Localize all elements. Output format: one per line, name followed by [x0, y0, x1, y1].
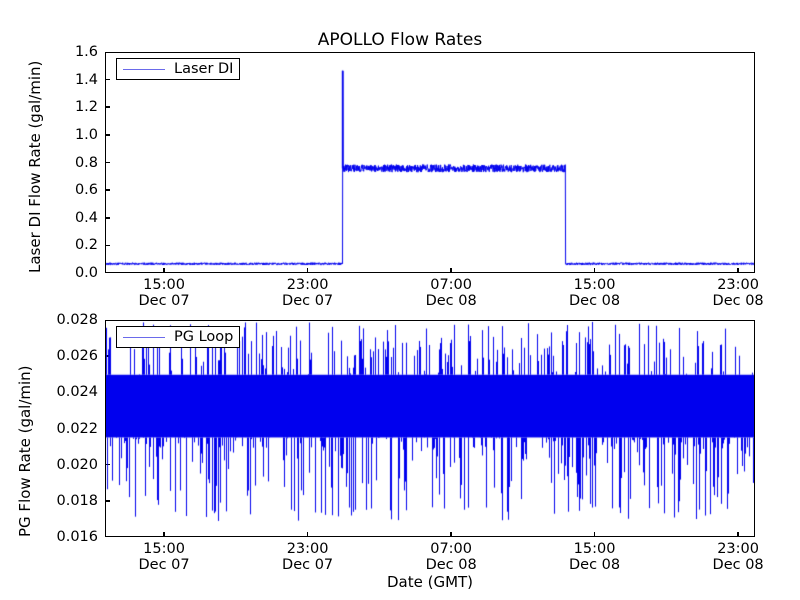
x-tick-date: Dec 08	[425, 293, 477, 310]
x-tick-time: 23:00	[286, 277, 329, 293]
y-tick-label: 0.028	[56, 312, 98, 328]
legend-line-swatch-pg-loop	[123, 336, 165, 338]
x-tick-label: 23:00 Dec 07	[282, 277, 333, 309]
y-tick-label: 1.4	[74, 71, 98, 88]
x-tick-time: 23:00	[286, 541, 329, 557]
bottom-legend: PG Loop	[116, 326, 241, 348]
x-tick-label: 07:00 Dec 08	[426, 277, 477, 309]
top-legend: Laser DI	[116, 58, 241, 80]
x-tick-label: 07:00 Dec 08	[426, 541, 477, 573]
legend-line-swatch-laser-di	[123, 68, 165, 70]
x-tick-label: 15:00 Dec 07	[139, 541, 190, 573]
x-tick-date: Dec 07	[282, 557, 334, 574]
y-tick-label: 0.2	[74, 237, 98, 254]
y-tick-label: 0.020	[56, 456, 98, 473]
y-tick-label: 0.022	[56, 420, 98, 437]
x-tick-label: 23:00 Dec 08	[713, 277, 764, 309]
legend-label-laser-di: Laser DI	[174, 61, 234, 77]
x-tick-time: 23:00	[717, 277, 759, 293]
bottom-plot-area	[106, 321, 754, 536]
x-tick-date: Dec 07	[138, 293, 190, 310]
x-tick-label: 15:00 Dec 08	[569, 541, 620, 573]
x-tick-label: 15:00 Dec 08	[569, 277, 620, 309]
y-tick-label: 0.026	[56, 348, 98, 365]
x-tick-time: 07:00	[430, 277, 473, 293]
pg-loop-series-canvas	[106, 321, 754, 536]
x-tick-time: 07:00	[430, 541, 473, 557]
x-tick-time: 15:00	[573, 277, 616, 293]
top-plot-area	[106, 53, 754, 272]
laser-di-series-canvas	[106, 53, 754, 272]
x-tick-time: 15:00	[143, 541, 185, 557]
x-tick-date: Dec 08	[712, 293, 764, 310]
y-tick-label: 0.4	[74, 209, 98, 226]
y-tick-label: 0.018	[56, 492, 98, 509]
x-tick-label: 23:00 Dec 08	[713, 541, 764, 573]
y-tick-label: 0.0	[74, 265, 98, 281]
x-tick-date: Dec 07	[138, 557, 190, 574]
x-tick-time: 15:00	[143, 277, 185, 293]
legend-label-pg-loop: PG Loop	[174, 329, 234, 345]
x-tick-date: Dec 08	[425, 557, 477, 574]
y-tick-label: 0.6	[74, 182, 98, 199]
y-tick-label: 1.2	[74, 99, 98, 116]
x-tick-label: 15:00 Dec 07	[139, 277, 190, 309]
y-tick-label: 0.016	[56, 529, 98, 545]
chart-title: APOLLO Flow Rates	[317, 30, 483, 50]
x-tick-time: 15:00	[573, 541, 616, 557]
y-tick-label: 0.024	[56, 384, 98, 401]
x-tick-date: Dec 08	[569, 293, 621, 310]
x-tick-time: 23:00	[717, 541, 759, 557]
y-tick-label: 1.6	[74, 44, 98, 60]
x-tick-date: Dec 08	[712, 557, 764, 574]
y-tick-label: 0.8	[74, 154, 98, 171]
x-axis-label: Date (GMT)	[386, 573, 474, 591]
x-tick-label: 23:00 Dec 07	[282, 541, 333, 573]
x-tick-date: Dec 08	[569, 557, 621, 574]
x-tick-date: Dec 07	[282, 293, 334, 310]
y-tick-label: 1.0	[74, 126, 98, 143]
